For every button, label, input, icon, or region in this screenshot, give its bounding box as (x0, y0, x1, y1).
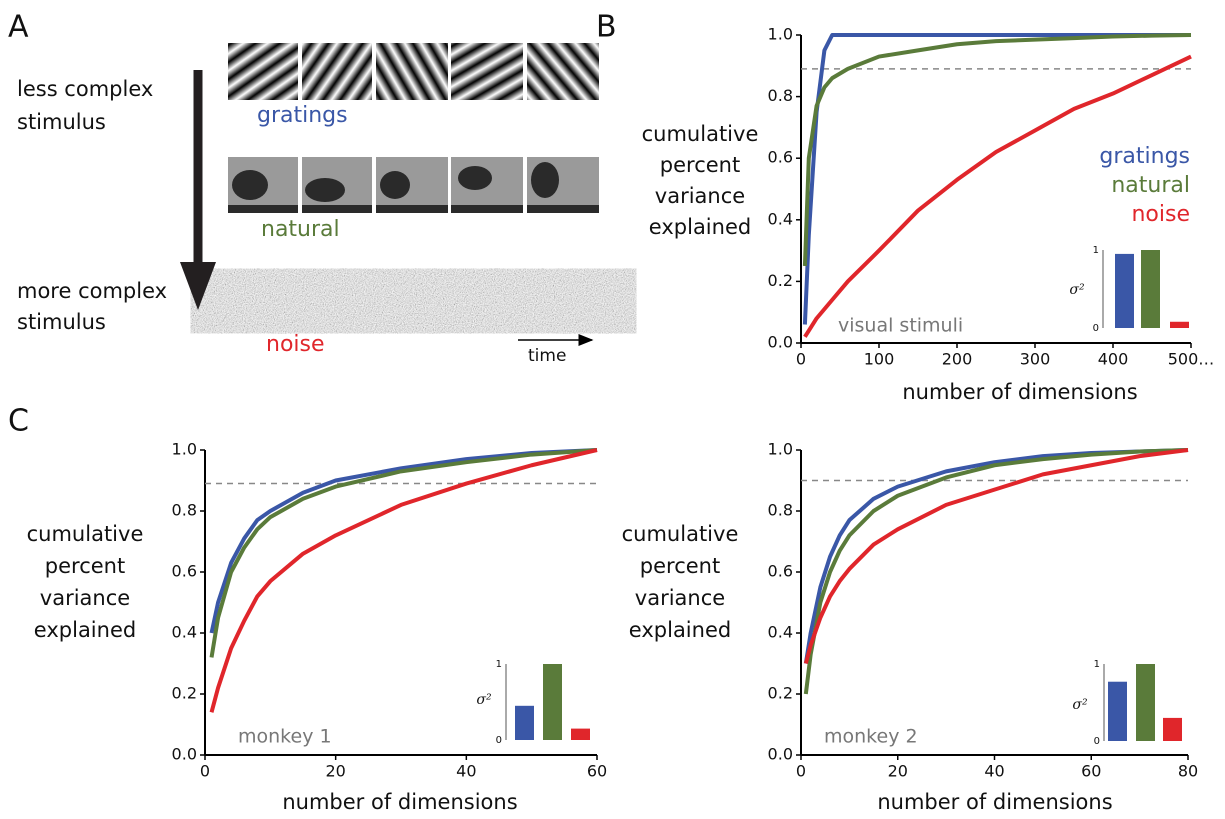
x-tick-label: 400 (1098, 350, 1129, 369)
x-axis-label: number of dimensions (282, 790, 517, 814)
curve (802, 33, 1192, 267)
x-tick-label: 0 (200, 762, 210, 781)
y-axis-label: percent (640, 554, 720, 578)
y-axis-label: percent (45, 554, 125, 578)
panel-a-images (180, 43, 599, 346)
row-label: gratings (257, 103, 348, 128)
curve (803, 448, 1189, 695)
y-axis-label: explained (34, 618, 136, 642)
y-tick-label: 1.0 (768, 440, 793, 459)
y-tick-label: 0.0 (768, 333, 793, 352)
x-tick-label: 20 (888, 762, 908, 781)
y-tick-label: 0.6 (768, 148, 793, 167)
y-axis-label: variance (635, 586, 725, 610)
y-axis-label: variance (655, 184, 745, 208)
inset-bar (571, 728, 590, 740)
x-tick-label: 500… (1168, 350, 1215, 369)
y-tick-label: 0.0 (172, 745, 197, 764)
y-axis-label: explained (629, 618, 731, 642)
y-tick-label: 0.4 (768, 623, 793, 642)
inset-y-label: σ² (1069, 282, 1085, 298)
y-axis-label: cumulative (622, 522, 739, 546)
inset-bar (1115, 253, 1134, 328)
y-tick-label: 0.2 (768, 684, 793, 703)
legend-entry: noise (1131, 202, 1190, 227)
y-tick-label: 1.0 (172, 440, 197, 459)
x-tick-label: 80 (1178, 762, 1198, 781)
x-axis-label: number of dimensions (877, 790, 1112, 814)
curve (209, 448, 598, 713)
inset-y-label: σ² (1072, 697, 1088, 713)
curve (803, 448, 1189, 665)
y-axis-label: cumulative (27, 522, 144, 546)
y-axis-label: variance (40, 586, 130, 610)
inset-tick-label: 0 (1093, 323, 1099, 334)
y-tick-label: 0.6 (172, 562, 197, 581)
legend-entry: natural (1111, 173, 1190, 198)
y-tick-label: 0.8 (172, 501, 197, 520)
row-label: noise (266, 332, 325, 357)
inset-bar (1170, 321, 1189, 328)
x-tick-label: 60 (587, 762, 607, 781)
x-axis-label: number of dimensions (902, 380, 1137, 404)
inset-tick-label: 1 (1094, 659, 1100, 670)
curve (802, 33, 1191, 325)
inset-bar (543, 664, 562, 740)
x-tick-label: 40 (984, 762, 1004, 781)
inset-bar (1108, 681, 1127, 741)
curve (803, 54, 1192, 338)
stimulus-label: less complex (17, 77, 153, 101)
row-label: natural (261, 217, 340, 242)
inset-tick-label: 1 (496, 659, 502, 670)
y-tick-label: 0.0 (768, 745, 793, 764)
panel-label: C (8, 404, 29, 439)
inset-bar (515, 705, 534, 740)
inset-tick-label: 0 (496, 735, 502, 746)
x-tick-label: 20 (325, 762, 345, 781)
x-tick-label: 40 (456, 762, 476, 781)
annotation: monkey 1 (238, 726, 332, 748)
y-tick-label: 0.4 (172, 623, 197, 642)
inset-bar (1141, 250, 1160, 328)
curve (209, 448, 598, 634)
inset-tick-label: 0 (1094, 736, 1100, 747)
legend-entry: gratings (1099, 144, 1190, 169)
stimulus-label: stimulus (17, 110, 106, 134)
x-tick-label: 0 (796, 762, 806, 781)
stimulus-label: more complex (17, 279, 167, 303)
x-tick-label: 60 (1081, 762, 1101, 781)
x-tick-label: 300 (1020, 350, 1051, 369)
y-tick-label: 0.8 (768, 86, 793, 105)
inset-y-label: σ² (476, 692, 492, 708)
annotation: visual stimuli (838, 315, 963, 337)
annotation: monkey 2 (824, 726, 918, 748)
y-axis-label: explained (649, 215, 751, 239)
panel-label: A (8, 10, 29, 45)
x-tick-label: 0 (796, 350, 806, 369)
inset-bar (1163, 717, 1182, 741)
y-tick-label: 0.2 (768, 271, 793, 290)
curve (209, 448, 598, 658)
time-label: time (528, 346, 566, 366)
y-axis-label: cumulative (642, 122, 759, 146)
stimulus-label: stimulus (17, 310, 106, 334)
y-axis-label: percent (660, 153, 740, 177)
y-tick-label: 0.4 (768, 209, 793, 228)
x-tick-label: 100 (864, 350, 895, 369)
y-tick-label: 0.8 (768, 501, 793, 520)
panel-label: B (596, 10, 617, 45)
x-tick-label: 200 (942, 350, 973, 369)
y-tick-label: 0.6 (768, 562, 793, 581)
y-tick-label: 0.2 (172, 684, 197, 703)
inset-bar (1136, 664, 1155, 741)
inset-tick-label: 1 (1093, 245, 1099, 256)
y-tick-label: 1.0 (768, 25, 793, 44)
